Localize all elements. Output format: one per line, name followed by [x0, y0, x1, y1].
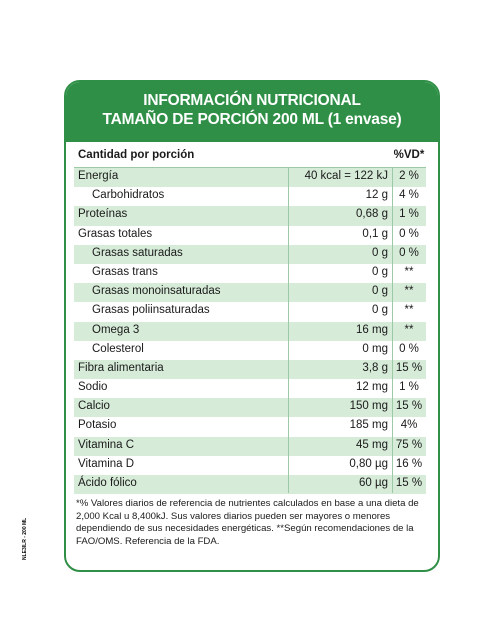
- panel-header: INFORMACIÓN NUTRICIONAL TAMAÑO DE PORCIÓ…: [66, 82, 438, 142]
- nutrient-amount: 0 g: [372, 285, 388, 298]
- nutrient-amount: 12 g: [365, 189, 388, 202]
- table-row: Grasas totales 0,1 g 0 %: [74, 226, 426, 245]
- nutrient-daily-value: 2 %: [399, 170, 419, 182]
- nutrient-name: Vitamina D: [78, 457, 135, 470]
- nutrient-amount: 40 kcal = 122 kJ: [304, 170, 388, 182]
- table-row: Fibra alimentaria 3,8 g 15 %: [74, 359, 426, 380]
- table-row: Potasio 185 mg 4%: [74, 417, 426, 436]
- table-row: Grasas trans 0 g **: [74, 264, 426, 283]
- table-row: Carbohidratos 12 g 4 %: [74, 187, 426, 206]
- nutrient-amount: 3,8 g: [362, 361, 388, 374]
- table-row: Energía 40 kcal = 122 kJ 2 %: [74, 168, 426, 188]
- nutrient-daily-value: **: [404, 323, 414, 336]
- table-row: Vitamina C 45 mg 75 %: [74, 436, 426, 456]
- table-row: Calcio 150 mg 15 %: [74, 398, 426, 418]
- table-row: Ácido fólico 60 µg 15 %: [74, 475, 426, 495]
- table-row: Colesterol 0 mg 0 %: [74, 341, 426, 360]
- nutrient-amount: 0 g: [372, 246, 388, 259]
- header-title: INFORMACIÓN NUTRICIONAL: [143, 92, 361, 109]
- nutrient-daily-value: 15 %: [395, 361, 423, 374]
- nutrient-name: Proteínas: [78, 208, 128, 221]
- nutrient-daily-value: 16 %: [395, 457, 423, 470]
- nutrient-name: Ácido fólico: [78, 477, 137, 489]
- nutrient-amount: 60 µg: [358, 477, 388, 489]
- nutrient-daily-value: 15 %: [395, 400, 423, 413]
- table-row: Omega 3 16 mg **: [74, 321, 426, 341]
- side-code-label: NLE3ILR - 200 ML: [22, 517, 28, 560]
- nutrient-amount: 0 g: [372, 265, 388, 278]
- nutrient-amount: 185 mg: [349, 419, 388, 432]
- nutrient-daily-value: 15 %: [395, 477, 423, 489]
- nutrient-amount: 0 g: [372, 304, 388, 317]
- nutrient-daily-value: 0 %: [399, 227, 419, 240]
- nutrient-daily-value: 0 %: [399, 342, 419, 355]
- nutrient-daily-value: 1 %: [399, 208, 419, 221]
- nutrient-name: Calcio: [78, 400, 110, 413]
- column-divider-amount: [288, 168, 289, 493]
- nutrient-amount: 0,80 µg: [349, 457, 388, 470]
- nutrient-name: Grasas poliinsaturadas: [92, 304, 210, 317]
- column-divider-vd: [392, 168, 393, 493]
- nutrient-daily-value: 0 %: [399, 246, 419, 259]
- table-rows: Energía 40 kcal = 122 kJ 2 % Carbohidratos 1…: [74, 168, 426, 495]
- nutrient-name: Carbohidratos: [92, 189, 165, 202]
- header-serving-size: TAMAÑO DE PORCIÓN 200 ML (1 envase): [102, 111, 402, 128]
- table-row: Grasas poliinsaturadas 0 g **: [74, 302, 426, 321]
- nutrient-name: Colesterol: [92, 342, 144, 355]
- nutrient-amount: 0,1 g: [362, 227, 388, 240]
- column-header-quantity: Cantidad por porción: [78, 149, 195, 161]
- table-row: Grasas monoinsaturadas 0 g **: [74, 283, 426, 303]
- nutrient-name: Fibra alimentaria: [78, 361, 164, 374]
- nutrient-amount: 16 mg: [356, 323, 388, 336]
- nutrient-amount: 0,68 g: [356, 208, 388, 221]
- nutrient-amount: 150 mg: [349, 400, 388, 413]
- nutrient-name: Vitamina C: [78, 438, 135, 451]
- nutrient-daily-value: 1 %: [399, 381, 419, 394]
- nutrient-name: Potasio: [78, 419, 117, 432]
- table-row: Vitamina D 0,80 µg 16 %: [74, 456, 426, 475]
- nutrient-name: Grasas saturadas: [92, 246, 183, 259]
- nutrient-name: Grasas totales: [78, 227, 153, 240]
- nutrient-daily-value: 4 %: [399, 189, 419, 202]
- footnote-text: *% Valores diarios de referencia de nutr…: [76, 498, 419, 547]
- nutrient-name: Energía: [78, 170, 119, 182]
- nutrient-amount: 12 mg: [356, 381, 388, 394]
- nutrition-table: Cantidad por porción %VD* Energía 40 kcal…: [74, 146, 426, 495]
- nutrient-amount: 45 mg: [356, 438, 388, 451]
- nutrient-daily-value: 75 %: [395, 438, 423, 451]
- column-header-vd: %VD*: [393, 149, 425, 161]
- nutrient-daily-value: **: [404, 265, 414, 278]
- nutrient-name: Sodio: [78, 381, 108, 394]
- table-row: Grasas saturadas 0 g 0 %: [74, 244, 426, 264]
- table-header-row: Cantidad por porción %VD*: [74, 146, 426, 168]
- table-row: Sodio 12 mg 1 %: [74, 379, 426, 398]
- nutrient-daily-value: **: [404, 285, 414, 298]
- nutrient-name: Grasas trans: [92, 265, 158, 278]
- nutrient-amount: 0 mg: [362, 342, 388, 355]
- nutrient-daily-value: 4%: [400, 419, 418, 432]
- table-row: Proteínas 0,68 g 1 %: [74, 206, 426, 226]
- nutrient-name: Omega 3: [92, 323, 140, 336]
- nutrient-name: Grasas monoinsaturadas: [92, 285, 221, 298]
- nutrient-daily-value: **: [404, 304, 414, 317]
